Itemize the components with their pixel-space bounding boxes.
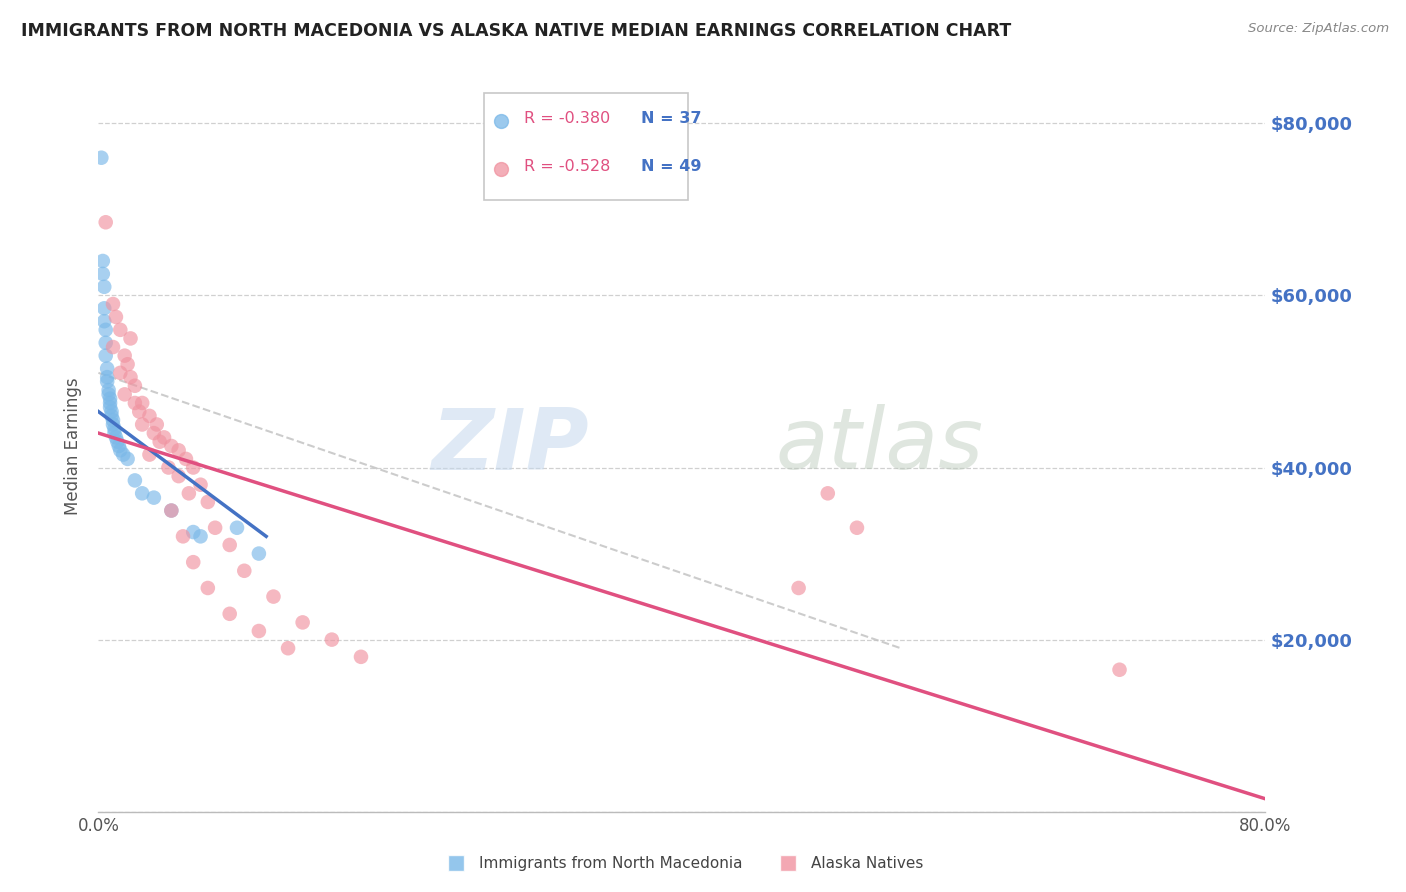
Point — [93, 301, 115, 316]
Point — [94, 349, 117, 363]
Point — [846, 521, 869, 535]
Point — [103, 426, 125, 441]
Point — [104, 430, 127, 444]
Point — [160, 439, 183, 453]
Point — [190, 477, 212, 491]
Point — [101, 340, 124, 354]
Point — [98, 392, 121, 406]
Point — [110, 443, 132, 458]
Point — [146, 417, 169, 432]
Point — [149, 434, 172, 449]
Point — [172, 529, 194, 543]
Point — [120, 331, 142, 345]
Point — [96, 375, 118, 389]
Point — [96, 370, 118, 384]
Point — [167, 469, 190, 483]
Point — [197, 581, 219, 595]
Point — [247, 624, 270, 638]
Point — [321, 632, 343, 647]
Point — [90, 151, 112, 165]
Legend: Immigrants from North Macedonia, Alaska Natives: Immigrants from North Macedonia, Alaska … — [434, 850, 929, 877]
Point — [226, 521, 249, 535]
Point — [247, 547, 270, 561]
Point — [153, 430, 176, 444]
Point — [93, 314, 115, 328]
Point — [96, 361, 118, 376]
Point — [128, 404, 150, 418]
Point — [117, 357, 139, 371]
Point — [97, 387, 120, 401]
Text: R = -0.528: R = -0.528 — [524, 159, 610, 174]
Point — [117, 451, 139, 466]
Point — [104, 310, 127, 324]
Text: atlas: atlas — [775, 404, 983, 488]
Point — [110, 366, 132, 380]
Point — [160, 503, 183, 517]
Point — [131, 486, 153, 500]
Point — [100, 409, 122, 423]
Point — [218, 607, 240, 621]
Point — [218, 538, 240, 552]
Point — [103, 422, 125, 436]
Point — [142, 491, 165, 505]
Point — [124, 378, 146, 392]
Point — [110, 323, 132, 337]
Point — [157, 460, 180, 475]
Point — [291, 615, 314, 630]
Point — [167, 443, 190, 458]
Text: N = 37: N = 37 — [641, 112, 702, 127]
Point — [94, 323, 117, 337]
Point — [174, 451, 197, 466]
Text: IMMIGRANTS FROM NORTH MACEDONIA VS ALASKA NATIVE MEDIAN EARNINGS CORRELATION CHA: IMMIGRANTS FROM NORTH MACEDONIA VS ALASK… — [21, 22, 1011, 40]
Point — [91, 254, 114, 268]
Text: ZIP: ZIP — [430, 404, 589, 488]
Point — [101, 413, 124, 427]
Point — [181, 460, 204, 475]
Point — [114, 387, 136, 401]
Point — [112, 448, 135, 462]
Point — [787, 581, 810, 595]
Point — [204, 521, 226, 535]
FancyBboxPatch shape — [484, 94, 688, 200]
Point — [100, 404, 122, 418]
Text: R = -0.380: R = -0.380 — [524, 112, 610, 127]
Point — [817, 486, 839, 500]
Y-axis label: Median Earnings: Median Earnings — [65, 377, 83, 515]
Point — [350, 649, 373, 664]
Point — [131, 417, 153, 432]
Point — [105, 434, 128, 449]
Point — [138, 409, 160, 423]
Point — [138, 448, 160, 462]
Point — [181, 555, 204, 569]
Point — [98, 396, 121, 410]
Point — [93, 280, 115, 294]
Point — [262, 590, 284, 604]
Point — [98, 401, 121, 415]
Point — [108, 439, 131, 453]
Point — [177, 486, 200, 500]
Point — [160, 503, 183, 517]
Point — [233, 564, 256, 578]
Point — [277, 641, 299, 656]
Point — [131, 396, 153, 410]
Text: N = 49: N = 49 — [641, 159, 702, 174]
Point — [1108, 663, 1130, 677]
Point — [181, 524, 204, 539]
Point — [101, 297, 124, 311]
Point — [114, 349, 136, 363]
Point — [97, 383, 120, 397]
Point — [190, 529, 212, 543]
Point — [120, 370, 142, 384]
Point — [91, 267, 114, 281]
Point — [124, 396, 146, 410]
Point — [101, 417, 124, 432]
Text: Source: ZipAtlas.com: Source: ZipAtlas.com — [1249, 22, 1389, 36]
Point — [94, 335, 117, 350]
Point — [124, 474, 146, 488]
Point — [197, 495, 219, 509]
Point — [94, 215, 117, 229]
Point — [142, 426, 165, 441]
